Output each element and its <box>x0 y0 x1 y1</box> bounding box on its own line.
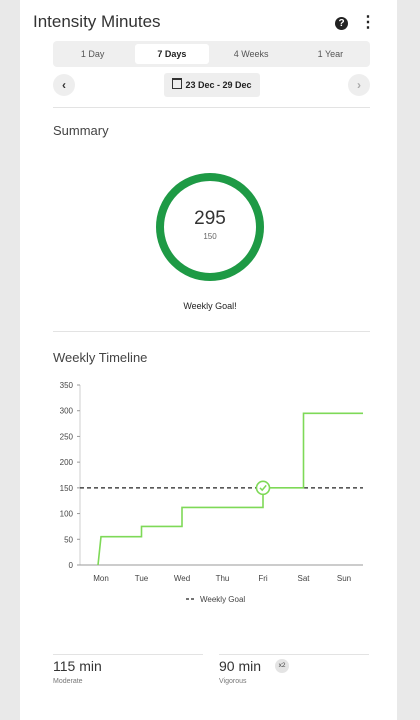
goal-reached-marker <box>255 480 271 496</box>
x-tick-label: Sun <box>337 574 351 583</box>
next-period-button[interactable]: › <box>348 74 370 96</box>
vigorous-stat: 90 min x2 Vigorous <box>219 652 369 692</box>
main-card <box>20 0 397 720</box>
goal-status: Weekly Goal! <box>183 301 237 311</box>
vigorous-label: Vigorous <box>219 678 247 685</box>
x-tick-label: Wed <box>174 574 190 583</box>
help-icon[interactable]: ? <box>335 17 348 30</box>
progress-ring-fill <box>156 173 264 281</box>
moderate-stat: 115 min Moderate <box>53 652 203 692</box>
header: Intensity Minutes ? ⋮ <box>33 10 376 38</box>
timeline-title: Weekly Timeline <box>53 350 148 365</box>
more-options-icon[interactable]: ⋮ <box>360 14 376 31</box>
checkmark-icon <box>259 484 267 492</box>
y-tick-label: 150 <box>60 484 74 493</box>
y-tick-label: 200 <box>60 458 74 467</box>
y-tick-label: 50 <box>64 535 73 544</box>
summary-title: Summary <box>53 123 109 138</box>
page-title: Intensity Minutes <box>33 12 161 31</box>
y-tick-label: 250 <box>60 432 74 441</box>
tab-4-weeks[interactable]: 4 Weeks <box>233 49 269 59</box>
divider <box>53 107 370 108</box>
x-tick-label: Mon <box>93 574 109 583</box>
calendar-icon <box>172 78 183 89</box>
progress-ring <box>156 173 264 281</box>
vigorous-multiplier-badge: x2 <box>275 659 289 673</box>
cumulative-minutes-line <box>97 412 363 566</box>
tab-1-year[interactable]: 1 Year <box>317 49 344 59</box>
previous-period-button[interactable]: ‹ <box>53 74 75 96</box>
y-tick-label: 100 <box>60 510 74 519</box>
period-tabs: 1 Day 7 Days 4 Weeks 1 Year <box>53 41 370 67</box>
y-tick-label: 300 <box>60 407 74 416</box>
intensity-goal: 150 <box>203 232 217 241</box>
moderate-label: Moderate <box>53 678 83 685</box>
y-tick-label: 350 <box>60 381 74 390</box>
x-tick-label: Thu <box>216 574 230 583</box>
date-range-label: 23 Dec - 29 Dec <box>185 80 252 90</box>
date-range-picker[interactable]: 23 Dec - 29 Dec <box>164 73 260 97</box>
x-tick-label: Fri <box>258 574 268 583</box>
tab-7-days[interactable]: 7 Days <box>135 44 209 64</box>
y-tick-label: 0 <box>69 561 74 570</box>
date-navigation: ‹ 23 Dec - 29 Dec › <box>53 73 370 97</box>
legend-goal-label: Weekly Goal <box>200 595 245 604</box>
moderate-minutes: 115 min <box>53 658 102 674</box>
x-tick-label: Tue <box>135 574 149 583</box>
weekly-timeline-chart: 0 50 100 150 200 250 300 350 Mon Tue Wed Thu Fri Sat S… <box>60 381 363 604</box>
intensity-total: 295 <box>194 208 226 229</box>
x-tick-label: Sat <box>297 574 310 583</box>
divider <box>53 331 370 332</box>
stat-divider <box>219 654 369 655</box>
vigorous-minutes: 90 min <box>219 658 262 674</box>
tab-1-day[interactable]: 1 Day <box>80 49 105 59</box>
stat-divider <box>53 654 203 655</box>
